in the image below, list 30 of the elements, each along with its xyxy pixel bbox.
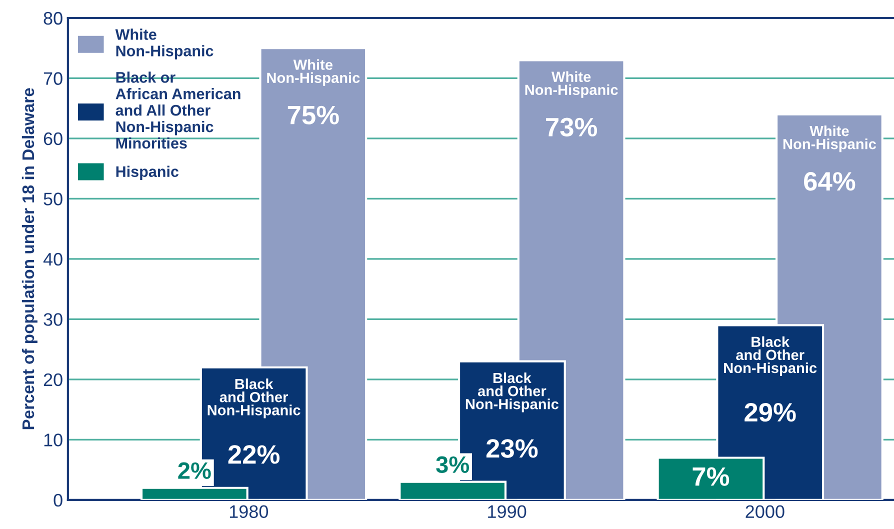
y-tick-label: 0 bbox=[54, 494, 62, 507]
data-label: 23% bbox=[486, 439, 538, 458]
y-tick-label: 50 bbox=[44, 192, 62, 206]
annotation: Black and Other Non-Hispanic bbox=[208, 378, 300, 418]
x-tick-label: 1980 bbox=[230, 505, 268, 518]
y-tick-label: 70 bbox=[44, 72, 62, 85]
data-label: 29% bbox=[744, 402, 796, 422]
y-tick-label: 30 bbox=[44, 313, 62, 326]
x-tick-label: 2000 bbox=[746, 505, 784, 518]
annotation: White Non-Hispanic bbox=[525, 71, 618, 98]
data-label: 3% bbox=[436, 456, 470, 474]
data-label: 73% bbox=[546, 118, 598, 137]
y-tick-label: 20 bbox=[44, 373, 62, 386]
data-label: 75% bbox=[288, 106, 339, 124]
y-tick-label: 40 bbox=[43, 252, 62, 266]
y-tick-label: 10 bbox=[44, 434, 62, 446]
data-label: 7% bbox=[692, 467, 730, 486]
y-tick-label: 60 bbox=[44, 132, 62, 146]
annotation: Black and Other Non-Hispanic bbox=[466, 372, 559, 412]
annotation: White Non-Hispanic bbox=[267, 59, 360, 86]
annotation: White Non-Hispanic bbox=[783, 125, 876, 152]
data-label: 2% bbox=[178, 462, 211, 479]
y-tick-label: 80 bbox=[44, 12, 62, 25]
data-label: 64% bbox=[804, 172, 856, 191]
data-label: 22% bbox=[228, 445, 280, 464]
legend-label: Hispanic bbox=[116, 166, 179, 180]
x-tick-label: 1990 bbox=[488, 505, 526, 518]
annotation: Black and Other Non-Hispanic bbox=[724, 336, 817, 376]
y-axis-title: Percent of population under 18 in Delaware bbox=[22, 88, 38, 430]
legend-label: White Non-Hispanic bbox=[115, 28, 214, 60]
